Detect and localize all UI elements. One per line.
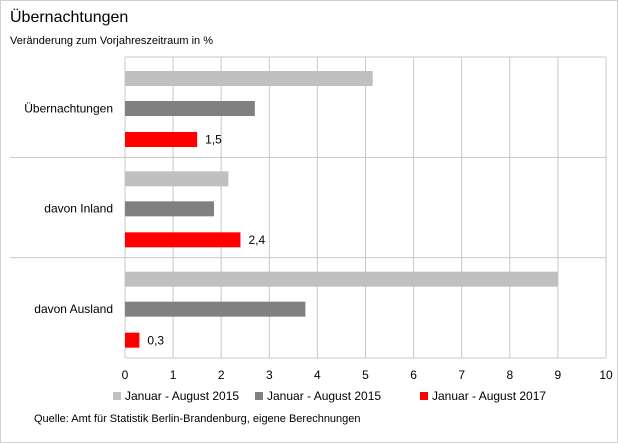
- x-tick-label: 8: [506, 368, 513, 382]
- y-tick-label: davon Ausland: [34, 302, 113, 316]
- legend-label: Januar - August 2015: [125, 389, 239, 403]
- x-tick-label: 2: [218, 368, 225, 382]
- x-tick-label: 3: [266, 368, 273, 382]
- x-tick-label: 1: [170, 368, 177, 382]
- bar: [125, 71, 373, 86]
- legend-label: Januar - August 2015: [267, 389, 381, 403]
- bar: [125, 201, 214, 217]
- bar: [125, 232, 241, 248]
- bar: [125, 132, 198, 147]
- bar: [125, 301, 306, 317]
- chart-title: Übernachtungen: [10, 8, 128, 26]
- y-tick-label: Übernachtungen: [24, 101, 113, 115]
- source: Quelle: Amt für Statistik Berlin-Branden…: [34, 413, 361, 425]
- data-label: 1,5: [205, 133, 222, 147]
- legend-swatch: [113, 392, 121, 400]
- chart-subtitle: Veränderung zum Vorjahreszeitraum in %: [10, 35, 213, 47]
- x-tick-label: 9: [555, 368, 562, 382]
- bar: [125, 101, 255, 116]
- x-tick-label: 4: [314, 368, 321, 382]
- bar: [125, 332, 140, 348]
- x-tick-label: 5: [362, 368, 369, 382]
- data-label: 2,4: [248, 233, 265, 247]
- x-tick-label: 6: [410, 368, 417, 382]
- legend-swatch: [255, 392, 263, 400]
- x-tick-label: 10: [599, 368, 613, 382]
- bar: [125, 271, 558, 287]
- legend-swatch: [420, 392, 428, 400]
- data-label: 0,3: [147, 333, 164, 347]
- x-tick-label: 7: [458, 368, 465, 382]
- y-tick-label: davon Inland: [44, 202, 113, 216]
- legend-label: Januar - August 2017: [432, 389, 546, 403]
- bar: [125, 171, 229, 187]
- x-tick-label: 0: [122, 368, 129, 382]
